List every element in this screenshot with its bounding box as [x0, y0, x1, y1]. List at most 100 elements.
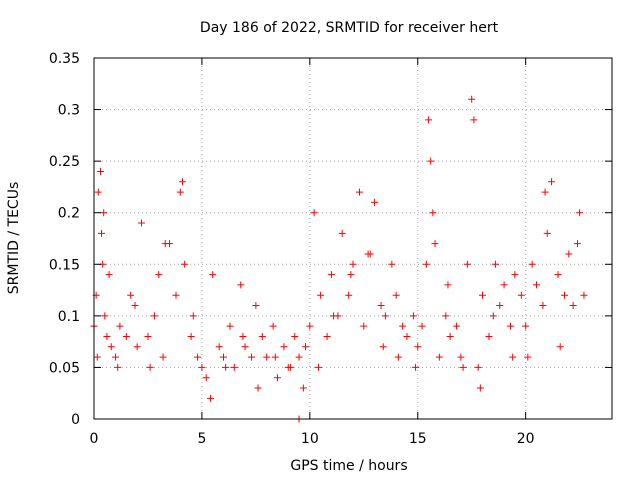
x-tick-label: 0	[90, 431, 99, 447]
data-point	[273, 374, 281, 382]
y-tick-label: 0.25	[49, 154, 80, 170]
data-point	[573, 240, 581, 248]
data-point	[463, 260, 471, 268]
y-tick-label: 0.05	[49, 360, 80, 376]
data-point	[371, 198, 379, 206]
data-point	[409, 312, 417, 320]
data-point	[194, 353, 202, 361]
data-point	[146, 363, 154, 371]
data-point	[418, 322, 426, 330]
data-point	[524, 353, 532, 361]
data-point	[500, 281, 508, 289]
data-point	[105, 271, 113, 279]
data-point	[271, 353, 279, 361]
x-tick-label: 15	[409, 431, 427, 447]
data-point	[291, 332, 299, 340]
data-point	[517, 291, 525, 299]
data-point	[429, 209, 437, 217]
data-point	[107, 343, 115, 351]
data-point	[479, 291, 486, 299]
data-point	[237, 281, 245, 289]
data-point	[263, 353, 271, 361]
data-point	[269, 322, 277, 330]
data-point	[349, 260, 357, 268]
data-point	[172, 291, 180, 299]
data-point	[286, 363, 294, 371]
data-point	[178, 178, 186, 186]
data-point	[254, 384, 262, 392]
tick-labels: 0 5 10 15 20 0 0.05 0.1 0.15 0.2 0.25 0.3 0.35	[49, 51, 535, 447]
data-point	[176, 188, 184, 196]
data-point	[222, 363, 230, 371]
data-point	[388, 260, 396, 268]
data-point	[248, 353, 256, 361]
data-point	[403, 332, 411, 340]
data-point	[412, 363, 420, 371]
data-point	[338, 229, 346, 237]
data-point	[561, 291, 569, 299]
data-point	[93, 353, 101, 361]
data-point	[556, 343, 564, 351]
data-point	[133, 343, 141, 351]
data-point	[548, 178, 556, 186]
data-point	[491, 260, 499, 268]
data-point	[302, 343, 310, 351]
data-point	[489, 312, 497, 320]
data-point	[360, 322, 368, 330]
data-point	[137, 219, 145, 227]
data-point	[100, 209, 108, 217]
data-point	[569, 302, 577, 310]
data-point	[435, 353, 443, 361]
x-tick-label: 10	[301, 431, 319, 447]
data-points	[90, 95, 588, 423]
data-point	[155, 271, 163, 279]
data-point	[381, 312, 389, 320]
data-point	[522, 322, 530, 330]
data-point	[230, 363, 238, 371]
data-point	[355, 188, 363, 196]
data-point	[364, 250, 372, 258]
data-point	[470, 116, 478, 124]
data-point	[189, 312, 197, 320]
data-point	[144, 332, 152, 340]
data-point	[159, 353, 167, 361]
data-point	[207, 394, 215, 402]
data-point	[202, 374, 210, 382]
data-point	[459, 363, 467, 371]
data-point	[431, 240, 439, 248]
y-tick-label: 0.1	[58, 309, 80, 325]
data-point	[554, 271, 562, 279]
data-point	[317, 291, 325, 299]
chart-title: Day 186 of 2022, SRMTID for receiver her…	[200, 20, 499, 36]
axis-ticks	[93, 57, 612, 420]
data-point	[392, 291, 400, 299]
data-point	[323, 332, 331, 340]
data-point	[379, 343, 387, 351]
data-point	[258, 332, 266, 340]
data-point	[468, 95, 476, 103]
data-point	[299, 384, 307, 392]
data-point	[399, 322, 407, 330]
data-point	[414, 343, 422, 351]
data-point	[580, 291, 588, 299]
data-point	[209, 271, 217, 279]
x-axis-label: GPS time / hours	[290, 458, 407, 474]
data-point	[127, 291, 135, 299]
data-point	[377, 302, 385, 310]
data-point	[394, 353, 402, 361]
data-point	[150, 312, 158, 320]
data-point	[327, 271, 335, 279]
y-tick-label: 0	[71, 412, 80, 428]
data-point	[539, 302, 547, 310]
y-tick-label: 0.3	[58, 103, 80, 119]
data-point	[187, 332, 195, 340]
data-point	[330, 312, 338, 320]
data-point	[295, 353, 303, 361]
data-point	[114, 363, 122, 371]
data-point	[485, 332, 493, 340]
data-point	[239, 332, 247, 340]
data-point	[444, 281, 452, 289]
data-point	[112, 353, 120, 361]
data-point	[474, 363, 482, 371]
